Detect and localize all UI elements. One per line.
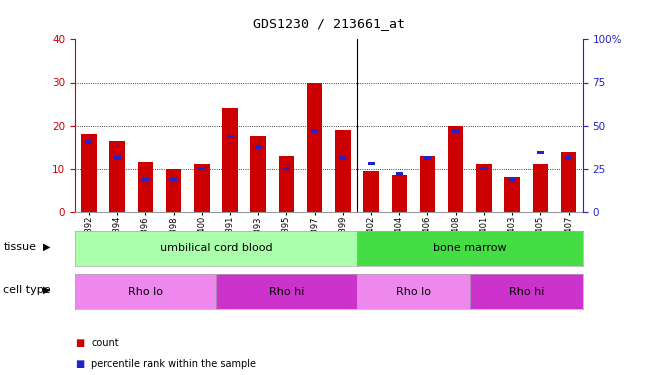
Text: tissue: tissue: [3, 242, 36, 252]
Text: count: count: [91, 338, 118, 348]
Bar: [424, 156, 431, 160]
Bar: [391, 175, 407, 212]
Bar: [311, 129, 318, 133]
Bar: [227, 135, 234, 138]
Bar: [561, 152, 576, 212]
Bar: [368, 162, 374, 165]
Bar: [476, 164, 492, 212]
Text: bone marrow: bone marrow: [433, 243, 506, 254]
Bar: [452, 129, 459, 133]
Bar: [222, 108, 238, 212]
Text: Rho lo: Rho lo: [396, 286, 431, 297]
Bar: [283, 167, 290, 171]
Text: ■: ■: [75, 338, 84, 348]
Bar: [508, 178, 516, 181]
Bar: [396, 172, 403, 176]
Text: ▶: ▶: [43, 242, 51, 252]
Text: percentile rank within the sample: percentile rank within the sample: [91, 359, 256, 369]
Text: Rho hi: Rho hi: [269, 286, 304, 297]
Bar: [170, 178, 177, 181]
Text: ■: ■: [75, 359, 84, 369]
Bar: [194, 164, 210, 212]
Bar: [335, 130, 351, 212]
Bar: [505, 177, 520, 212]
Bar: [448, 126, 464, 212]
Bar: [363, 171, 379, 212]
Bar: [251, 136, 266, 212]
Bar: [142, 178, 149, 181]
Bar: [166, 169, 182, 212]
Bar: [537, 151, 544, 154]
Text: cell type: cell type: [3, 285, 51, 295]
Text: Rho lo: Rho lo: [128, 286, 163, 297]
Bar: [137, 162, 153, 212]
Bar: [279, 156, 294, 212]
Bar: [480, 167, 488, 171]
Bar: [81, 134, 97, 212]
Bar: [420, 156, 436, 212]
Text: ▶: ▶: [43, 285, 51, 295]
Bar: [307, 82, 322, 212]
Bar: [339, 156, 346, 160]
Text: Rho hi: Rho hi: [508, 286, 544, 297]
Bar: [565, 156, 572, 160]
Bar: [255, 146, 262, 149]
Bar: [114, 156, 120, 160]
Text: GDS1230 / 213661_at: GDS1230 / 213661_at: [253, 17, 405, 30]
Bar: [109, 141, 125, 212]
Bar: [199, 167, 205, 171]
Bar: [85, 140, 92, 144]
Bar: [533, 164, 548, 212]
Text: umbilical cord blood: umbilical cord blood: [159, 243, 272, 254]
